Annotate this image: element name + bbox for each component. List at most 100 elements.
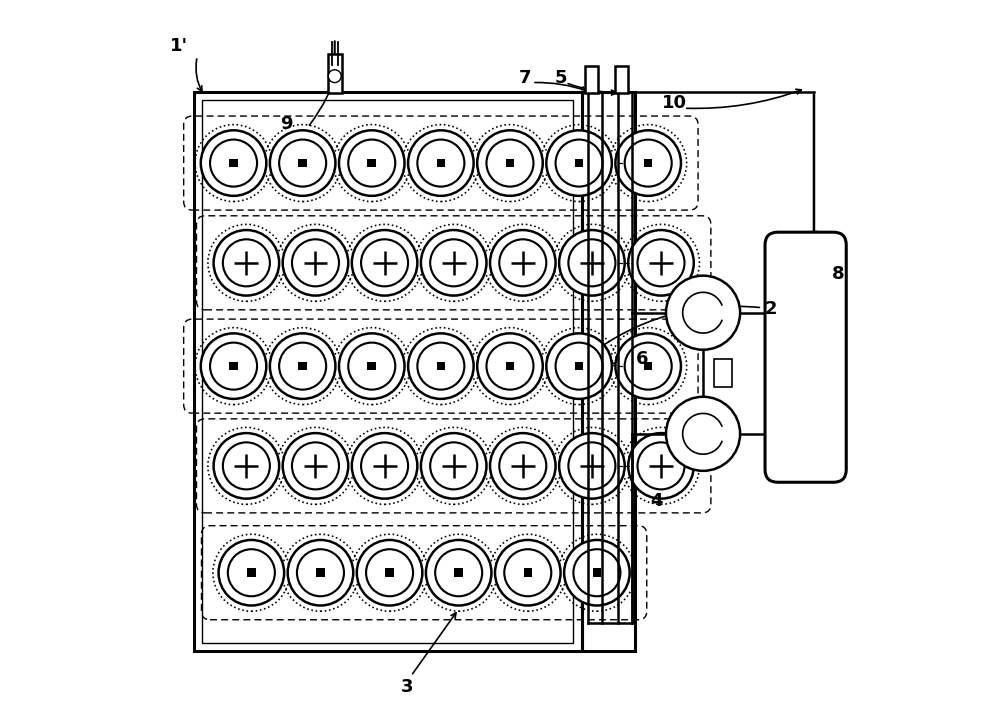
Bar bbox=[202, 101, 573, 643]
Circle shape bbox=[283, 433, 348, 498]
Text: 8: 8 bbox=[832, 264, 845, 282]
Bar bbox=[524, 569, 532, 577]
Circle shape bbox=[223, 442, 270, 490]
Circle shape bbox=[339, 130, 405, 196]
Bar bbox=[328, 54, 342, 93]
Circle shape bbox=[625, 342, 672, 390]
Bar bbox=[385, 569, 394, 577]
Circle shape bbox=[270, 333, 335, 399]
Circle shape bbox=[210, 139, 257, 187]
Text: 1': 1' bbox=[170, 37, 188, 55]
Bar bbox=[575, 159, 583, 167]
Circle shape bbox=[421, 230, 486, 296]
Circle shape bbox=[486, 342, 533, 390]
Circle shape bbox=[490, 230, 556, 296]
Circle shape bbox=[352, 433, 417, 498]
Circle shape bbox=[568, 239, 615, 286]
Circle shape bbox=[228, 549, 275, 596]
Circle shape bbox=[421, 433, 486, 498]
Bar bbox=[298, 159, 307, 167]
Circle shape bbox=[615, 333, 681, 399]
FancyBboxPatch shape bbox=[765, 232, 846, 482]
Text: 3: 3 bbox=[401, 678, 414, 696]
Circle shape bbox=[279, 139, 326, 187]
Circle shape bbox=[270, 130, 335, 196]
Circle shape bbox=[417, 342, 464, 390]
Bar bbox=[454, 569, 463, 577]
Circle shape bbox=[361, 442, 408, 490]
Bar bbox=[247, 569, 256, 577]
Text: 2: 2 bbox=[764, 300, 777, 318]
Circle shape bbox=[495, 540, 561, 605]
Bar bbox=[593, 569, 601, 577]
Bar bbox=[437, 362, 445, 370]
Circle shape bbox=[214, 433, 279, 498]
Circle shape bbox=[638, 239, 685, 286]
Bar bbox=[575, 362, 583, 370]
Circle shape bbox=[279, 342, 326, 390]
Circle shape bbox=[625, 139, 672, 187]
Bar bbox=[644, 159, 652, 167]
Circle shape bbox=[297, 549, 344, 596]
Circle shape bbox=[638, 442, 685, 490]
Circle shape bbox=[348, 342, 395, 390]
Circle shape bbox=[210, 342, 257, 390]
Circle shape bbox=[219, 540, 284, 605]
Bar bbox=[714, 359, 732, 388]
Circle shape bbox=[666, 397, 740, 471]
Circle shape bbox=[546, 333, 612, 399]
Circle shape bbox=[366, 549, 413, 596]
Circle shape bbox=[408, 333, 474, 399]
Circle shape bbox=[430, 442, 477, 490]
Circle shape bbox=[628, 433, 694, 498]
Circle shape bbox=[288, 540, 353, 605]
Circle shape bbox=[357, 540, 422, 605]
Circle shape bbox=[546, 130, 612, 196]
Circle shape bbox=[435, 549, 482, 596]
Circle shape bbox=[408, 130, 474, 196]
Circle shape bbox=[559, 230, 625, 296]
Bar bbox=[229, 362, 238, 370]
Bar bbox=[582, 92, 635, 651]
Circle shape bbox=[292, 239, 339, 286]
Circle shape bbox=[426, 540, 491, 605]
Circle shape bbox=[339, 333, 405, 399]
Circle shape bbox=[430, 239, 477, 286]
Bar bbox=[229, 159, 238, 167]
Text: 4: 4 bbox=[650, 493, 663, 510]
Circle shape bbox=[504, 549, 551, 596]
Text: 7: 7 bbox=[519, 69, 531, 87]
Circle shape bbox=[348, 139, 395, 187]
Circle shape bbox=[559, 433, 625, 498]
Circle shape bbox=[223, 239, 270, 286]
Text: 5: 5 bbox=[554, 69, 567, 87]
Circle shape bbox=[214, 230, 279, 296]
Bar bbox=[506, 362, 514, 370]
Circle shape bbox=[292, 442, 339, 490]
Bar bbox=[298, 362, 307, 370]
Bar bbox=[585, 66, 598, 93]
Circle shape bbox=[615, 130, 681, 196]
Circle shape bbox=[666, 276, 740, 350]
Circle shape bbox=[628, 230, 694, 296]
Bar bbox=[506, 159, 514, 167]
Text: 10: 10 bbox=[662, 93, 687, 111]
Bar bbox=[437, 159, 445, 167]
Circle shape bbox=[477, 130, 543, 196]
Circle shape bbox=[477, 333, 543, 399]
Bar bbox=[367, 159, 376, 167]
Bar bbox=[194, 92, 582, 651]
Circle shape bbox=[568, 442, 615, 490]
Circle shape bbox=[283, 230, 348, 296]
Circle shape bbox=[417, 139, 464, 187]
Text: 9: 9 bbox=[280, 115, 293, 133]
Circle shape bbox=[328, 70, 341, 83]
Circle shape bbox=[352, 230, 417, 296]
Bar bbox=[316, 569, 325, 577]
Bar bbox=[367, 362, 376, 370]
Circle shape bbox=[201, 333, 266, 399]
Circle shape bbox=[564, 540, 630, 605]
Bar bbox=[615, 66, 628, 93]
Circle shape bbox=[556, 139, 603, 187]
Bar bbox=[644, 362, 652, 370]
